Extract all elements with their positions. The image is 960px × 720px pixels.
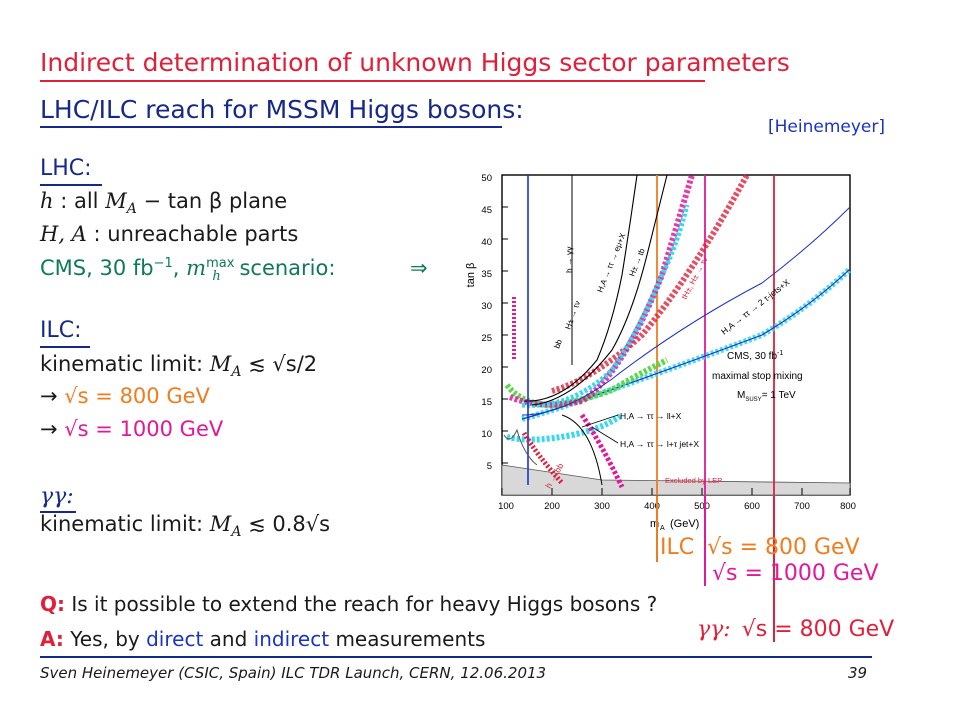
arrow-to-plot: ⇒	[410, 256, 428, 280]
answer-line: A: Yes, by direct and indirect measureme…	[40, 627, 486, 651]
x-tick-500: 500	[694, 501, 710, 512]
gg-800-line-ext	[773, 496, 775, 642]
lhc-line-h: h : all MA − tan β plane	[40, 189, 288, 218]
plot-frame	[501, 174, 851, 496]
label-ljet: H,A → ττ → l+τ jet+X	[620, 439, 699, 449]
label-bb: bb	[552, 338, 564, 350]
curve-hbb	[521, 431, 564, 485]
label-ll: H,A → ττ → ll+X	[620, 411, 682, 421]
y-tick-15: 15	[481, 397, 492, 408]
ilc-800-legend: ILC √s = 800 GeV	[660, 535, 860, 560]
band-l-taujet	[506, 412, 624, 443]
label-excluded: Excluded by LEP	[665, 476, 722, 485]
x-tick-400: 400	[644, 501, 660, 512]
gg-underline	[40, 511, 76, 513]
subtitle-underline	[40, 126, 502, 128]
lhc-line-HA: H, A : unreachable parts	[40, 222, 299, 246]
annot-msusy: MSUSY= 1 TeV	[737, 390, 796, 403]
x-tick-200: 200	[544, 501, 560, 512]
lhc-heading: LHC:	[40, 156, 92, 181]
x-tick-800: 800	[840, 501, 856, 512]
ilc-1000-legend: √s = 1000 GeV	[712, 561, 879, 586]
curve-emu	[523, 174, 638, 402]
arrow-ll	[581, 414, 619, 428]
band-tb	[521, 204, 690, 408]
band-emu	[504, 357, 669, 409]
gg-kinematic-limit: kinematic limit: MA ≲ 0.8√s	[40, 512, 331, 541]
y-tick-30: 30	[481, 301, 492, 312]
gg-heading: γγ:	[40, 484, 74, 509]
gg-800-legend: γγ: √s = 800 GeV	[697, 617, 895, 642]
curve-bottom-magenta	[579, 413, 625, 489]
lhc-line-cms: CMS, 30 fb−1, mmaxh scenario:	[40, 256, 336, 285]
ilc-1000-line-ext	[704, 496, 706, 586]
slide-subtitle: LHC/ILC reach for MSSM Higgs bosons:	[40, 95, 524, 124]
ilc-heading: ILC:	[40, 318, 82, 343]
band-tH-taunu	[551, 173, 750, 394]
arrow-ljet	[591, 426, 619, 444]
footer-rule	[40, 656, 872, 658]
citation: [Heinemeyer]	[768, 117, 885, 137]
title-underline	[40, 80, 705, 82]
mssm-reach-plot: 100 200 300 400 500 600 700 800 5 10 15 …	[462, 165, 862, 533]
ilc-underline	[40, 346, 90, 348]
lep-excluded-region	[501, 464, 851, 496]
y-tick-5: 5	[487, 461, 492, 472]
lhc-underline	[40, 184, 102, 186]
y-tick-45: 45	[481, 205, 492, 216]
x-tick-300: 300	[594, 501, 610, 512]
curve-bottom-black	[561, 414, 603, 486]
y-tick-10: 10	[481, 429, 492, 440]
ilc-800-line: → √s = 800 GeV	[40, 384, 210, 408]
y-axis-label: tan β	[465, 263, 477, 288]
band-right-edge	[521, 206, 851, 416]
ilc-kinematic-limit: kinematic limit: MA ≲ √s/2	[40, 352, 318, 381]
x-tick-700: 700	[794, 501, 810, 512]
band-htaunu	[508, 174, 695, 408]
x-tick-600: 600	[744, 501, 760, 512]
x-axis-label: m A (GeV)	[650, 518, 699, 532]
label-hgg: h → γγ	[564, 246, 574, 273]
plot-svg: 100 200 300 400 500 600 700 800 5 10 15 …	[465, 173, 856, 532]
y-tick-50: 50	[481, 173, 492, 184]
y-tick-40: 40	[481, 237, 492, 248]
page-number: 39	[848, 664, 868, 682]
footer-text: Sven Heinemeyer (CSIC, Spain) ILC TDR La…	[40, 664, 547, 682]
ilc-800-line-ext	[656, 496, 658, 562]
slide-title: Indirect determination of unknown Higgs …	[40, 48, 790, 77]
annot-stop: maximal stop mixing	[712, 371, 803, 382]
y-tick-25: 25	[481, 333, 492, 344]
y-tick-35: 35	[481, 269, 492, 280]
annot-cms: CMS, 30 fb-1	[727, 350, 783, 362]
x-tick-100: 100	[498, 501, 514, 512]
curve-lep-edge	[503, 428, 538, 466]
ilc-1000-line: → √s = 1000 GeV	[40, 417, 224, 441]
curve-ll	[531, 174, 668, 406]
svg-text:m: m	[650, 518, 659, 530]
y-tick-20: 20	[481, 365, 492, 376]
svg-text:A: A	[660, 525, 665, 532]
question-line: Q: Is it possible to extend the reach fo…	[40, 592, 658, 616]
svg-text:(GeV): (GeV)	[670, 518, 699, 530]
